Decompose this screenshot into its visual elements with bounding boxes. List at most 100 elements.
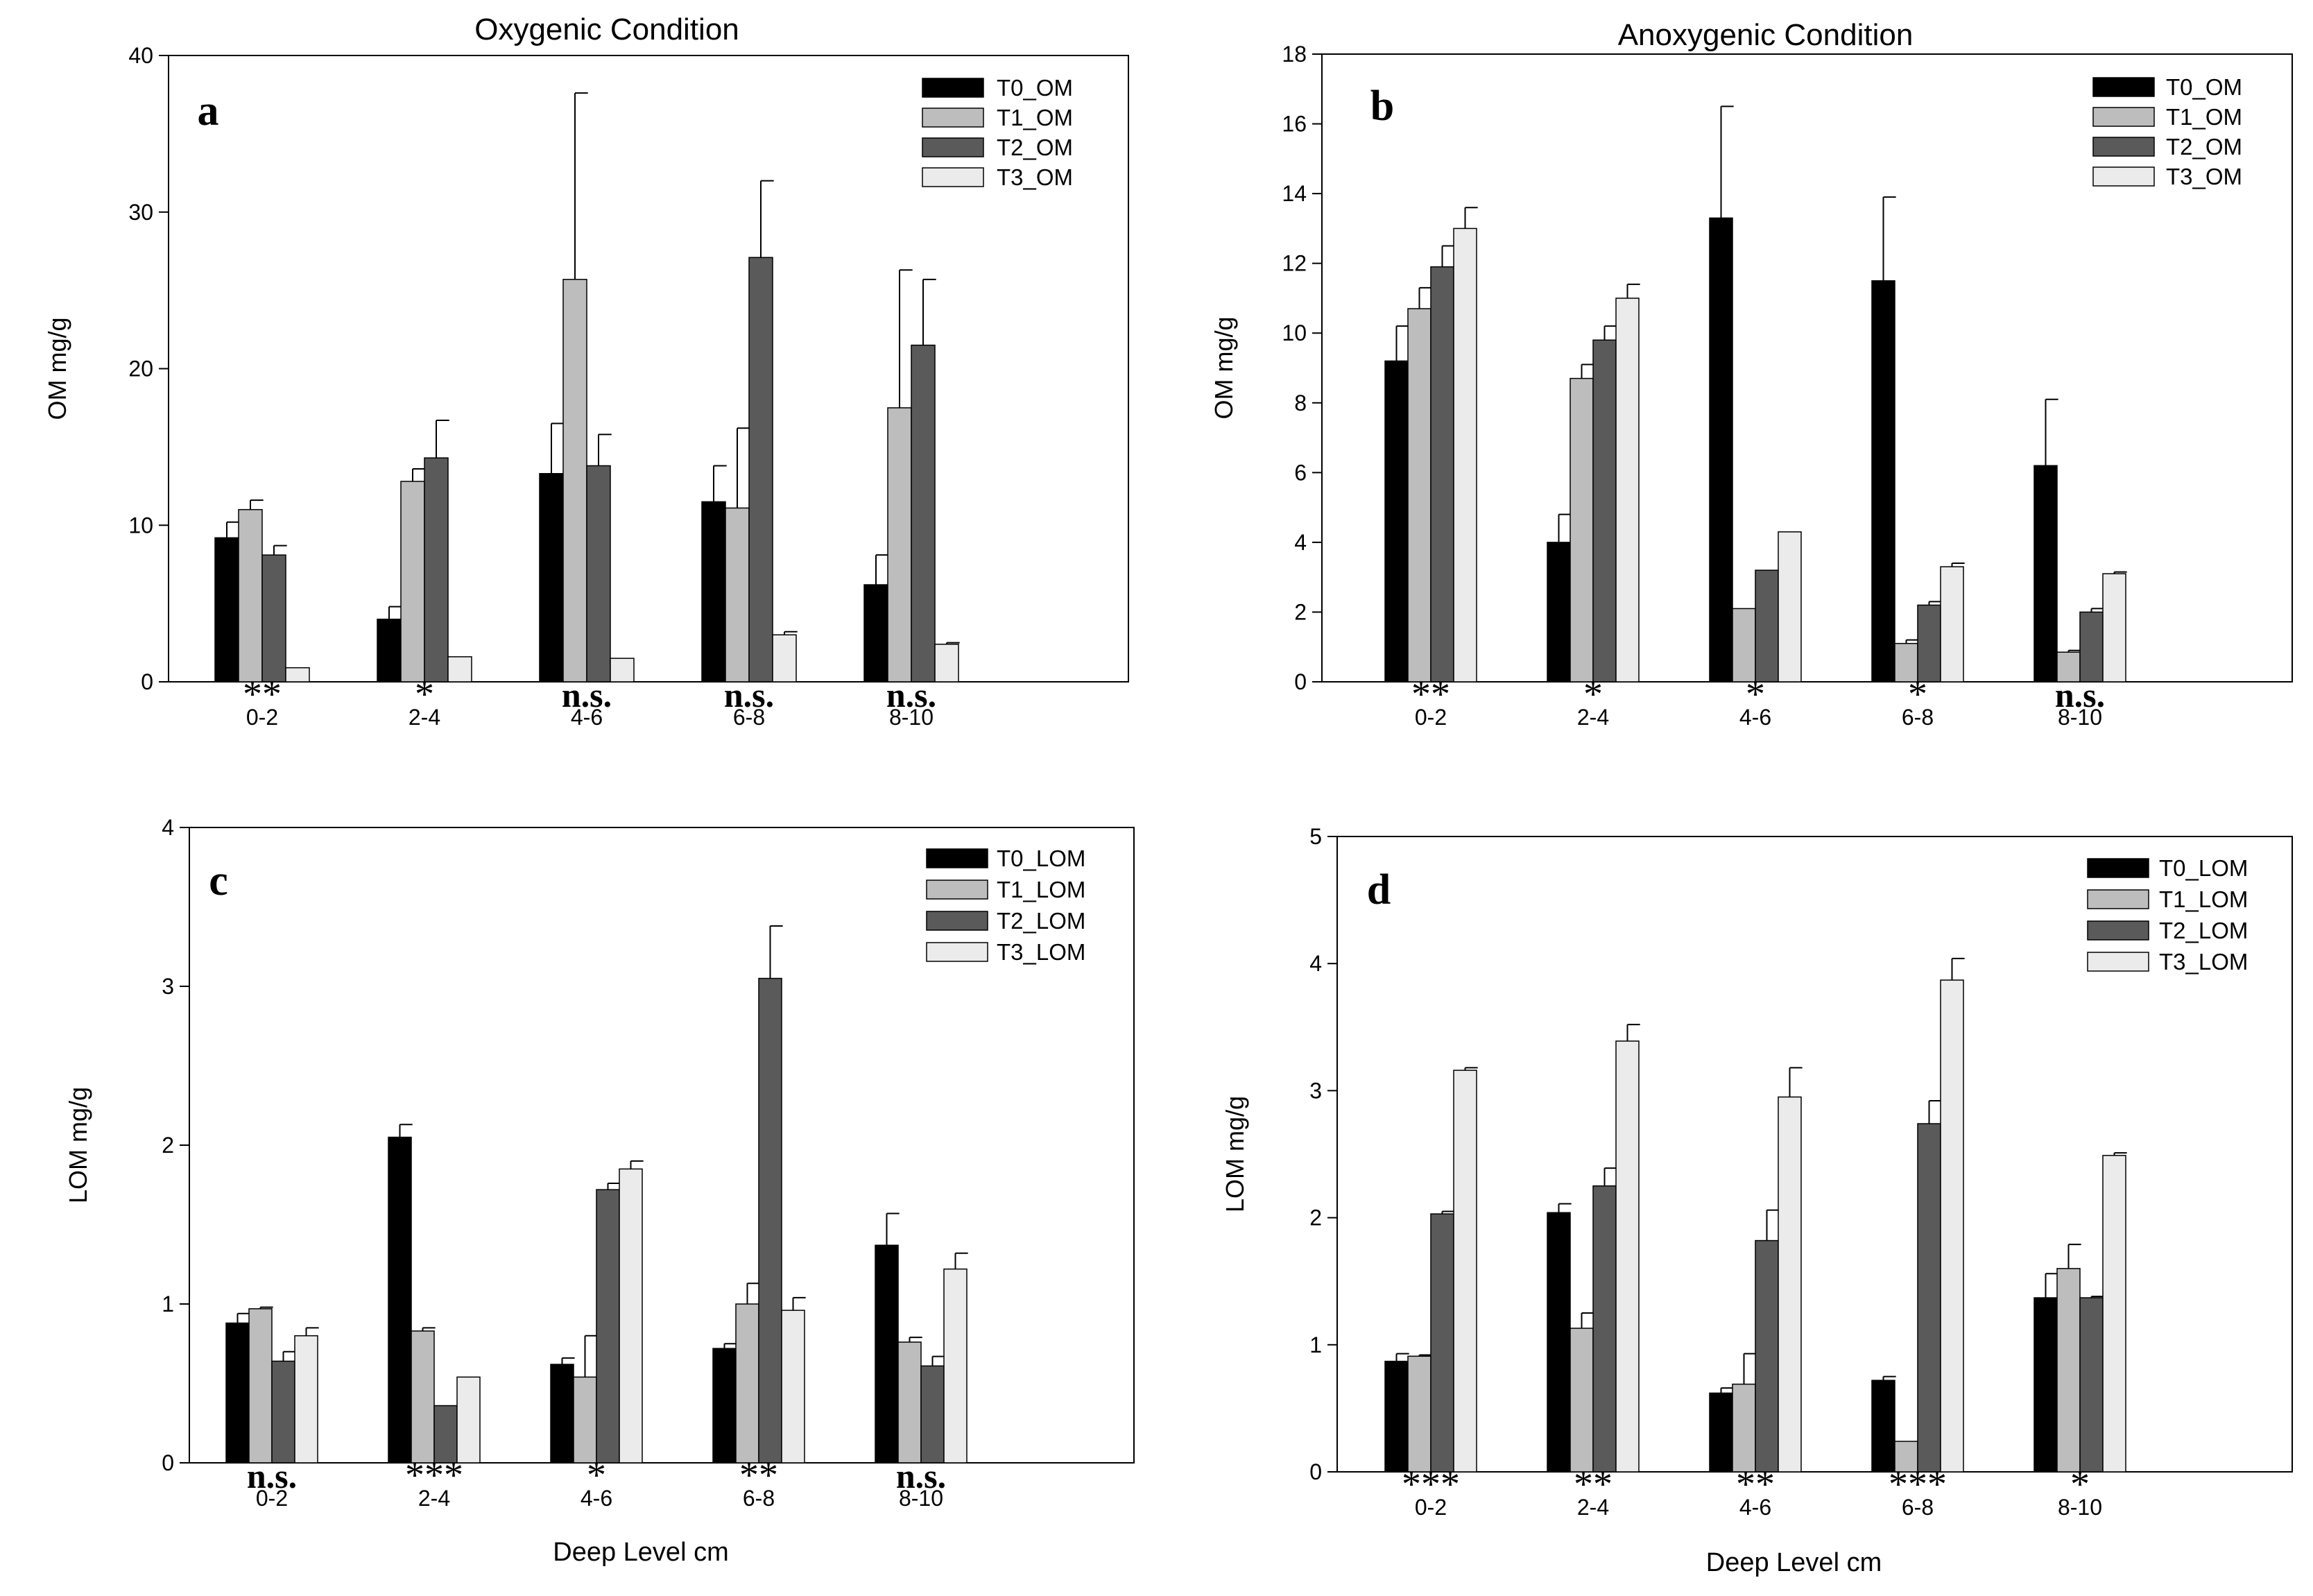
significance-label: n.s.: [562, 676, 612, 714]
y-tick-label: 20: [128, 357, 153, 381]
panel-letter: a: [198, 87, 219, 135]
bar-t0-2-4: [1547, 542, 1571, 683]
x-tick-label: 0-2: [1415, 705, 1447, 730]
bar-t0-4-6: [1709, 217, 1733, 683]
bar-t0-8-10: [2033, 1297, 2058, 1473]
legend-swatch-t3: [922, 167, 984, 187]
bar-t3-0-2: [1453, 228, 1477, 683]
bar-t3-0-2: [1453, 1070, 1477, 1473]
chart-title: Oxygenic Condition: [474, 12, 739, 46]
bar-t3-4-6: [610, 658, 635, 683]
legend-swatch-t2: [926, 911, 988, 931]
bar-t3-2-4: [447, 656, 472, 683]
legend-label-t2: T2_OM: [997, 135, 1073, 160]
significance-label: n.s.: [896, 1457, 946, 1495]
legend-label-t2: T2_LOM: [2159, 918, 2248, 943]
y-tick-label: 2: [162, 1133, 174, 1158]
bar-t1-4-6: [562, 279, 587, 683]
legend-swatch-t1: [2087, 889, 2149, 909]
legend-swatch-t2: [922, 137, 984, 157]
bar-t3-2-4: [1615, 298, 1640, 683]
legend-label-t2: T2_LOM: [997, 908, 1085, 934]
y-tick-label: 8: [1294, 391, 1307, 415]
y-tick-label: 1: [162, 1292, 174, 1316]
bar-t0-4-6: [539, 473, 564, 683]
y-tick-label: 2: [1309, 1205, 1322, 1230]
significance-label: *: [587, 1454, 606, 1497]
bar-t3-4-6: [1778, 1096, 1802, 1473]
y-tick-label: 18: [1282, 42, 1307, 67]
y-tick-label: 6: [1294, 460, 1307, 485]
bar-t1-6-8: [735, 1303, 759, 1464]
legend-swatch-t0: [2092, 77, 2155, 97]
bar-t2-4-6: [1755, 569, 1779, 683]
bar-t0-2-4: [377, 618, 402, 683]
legend-swatch-t1: [922, 108, 984, 128]
y-tick-label: 10: [128, 513, 153, 538]
bar-t1-8-10: [2056, 1268, 2081, 1473]
bar-t0-0-2: [1384, 360, 1409, 683]
bar-t1-0-2: [238, 508, 263, 683]
bar-t0-2-4: [1547, 1212, 1571, 1473]
bar-t2-2-4: [433, 1405, 458, 1464]
significance-label: **: [1411, 673, 1450, 716]
significance-label: n.s.: [886, 676, 936, 714]
x-tick-label: 4-6: [1739, 1495, 1771, 1520]
legend-swatch-t0: [922, 78, 984, 98]
legend: T0_OM T1_OM T2_OM T3_OM: [2092, 74, 2242, 189]
bar-t1-6-8: [1894, 1441, 1918, 1473]
y-tick-label: 12: [1282, 251, 1307, 276]
legend-label-t0: T0_OM: [997, 75, 1073, 101]
bar-t2-2-4: [1592, 339, 1617, 683]
bar-t0-6-8: [701, 501, 726, 683]
bar-t2-0-2: [271, 1360, 295, 1464]
legend: T0_OM T1_OM T2_OM T3_OM: [922, 75, 1073, 190]
bar-t2-0-2: [1430, 1213, 1454, 1473]
bar-t0-0-2: [1384, 1360, 1409, 1473]
legend-label-t3: T3_LOM: [997, 939, 1085, 965]
bar-t1-4-6: [1732, 1383, 1756, 1473]
y-tick-label: 30: [128, 200, 153, 225]
x-tick-label: 6-8: [743, 1486, 775, 1511]
significance-label: **: [243, 673, 282, 716]
bar-t0-0-2: [214, 537, 239, 683]
bar-t0-2-4: [388, 1136, 412, 1464]
x-axis-label: Deep Level cm: [553, 1538, 728, 1567]
y-axis-label: OM mg/g: [1210, 316, 1238, 419]
bar-t0-8-10: [863, 584, 888, 683]
y-tick-label: 4: [1294, 530, 1307, 555]
y-tick-label: 10: [1282, 320, 1307, 345]
bar-t1-8-10: [897, 1341, 922, 1464]
y-tick-label: 1: [1309, 1332, 1322, 1357]
bar-t2-2-4: [424, 457, 449, 683]
x-tick-label: 6-8: [733, 705, 765, 730]
significance-label: **: [1574, 1463, 1613, 1506]
bar-t3-4-6: [619, 1168, 643, 1464]
x-tick-label: 0-2: [1415, 1495, 1447, 1520]
x-tick-label: 8-10: [2058, 1495, 2102, 1520]
y-tick-label: 3: [162, 974, 174, 999]
bar-t3-4-6: [1778, 531, 1802, 683]
significance-label: n.s.: [247, 1457, 297, 1495]
bar-t3-8-10: [2102, 573, 2126, 683]
bar-t1-0-2: [1407, 1355, 1431, 1473]
legend-label-t0: T0_OM: [2166, 74, 2242, 100]
bar-t2-4-6: [596, 1189, 620, 1464]
legend-swatch-t0: [926, 848, 988, 868]
bar-t3-8-10: [2102, 1155, 2126, 1473]
y-axis-label: OM mg/g: [43, 317, 71, 420]
x-tick-label: 2-4: [418, 1486, 450, 1511]
significance-label: n.s.: [2055, 676, 2105, 714]
legend-swatch-t3: [2087, 952, 2149, 972]
bar-t3-8-10: [943, 1268, 968, 1464]
bar-t1-2-4: [1570, 1328, 1594, 1473]
plot-frame: [1336, 836, 2293, 1473]
bar-t2-6-8: [1917, 604, 1941, 683]
bar-t2-6-8: [748, 257, 773, 683]
bar-t3-6-8: [772, 634, 797, 683]
plot-frame: [1321, 53, 2293, 683]
significance-label: **: [739, 1454, 778, 1497]
legend-swatch-t1: [2092, 107, 2155, 127]
legend-swatch-t3: [926, 942, 988, 962]
